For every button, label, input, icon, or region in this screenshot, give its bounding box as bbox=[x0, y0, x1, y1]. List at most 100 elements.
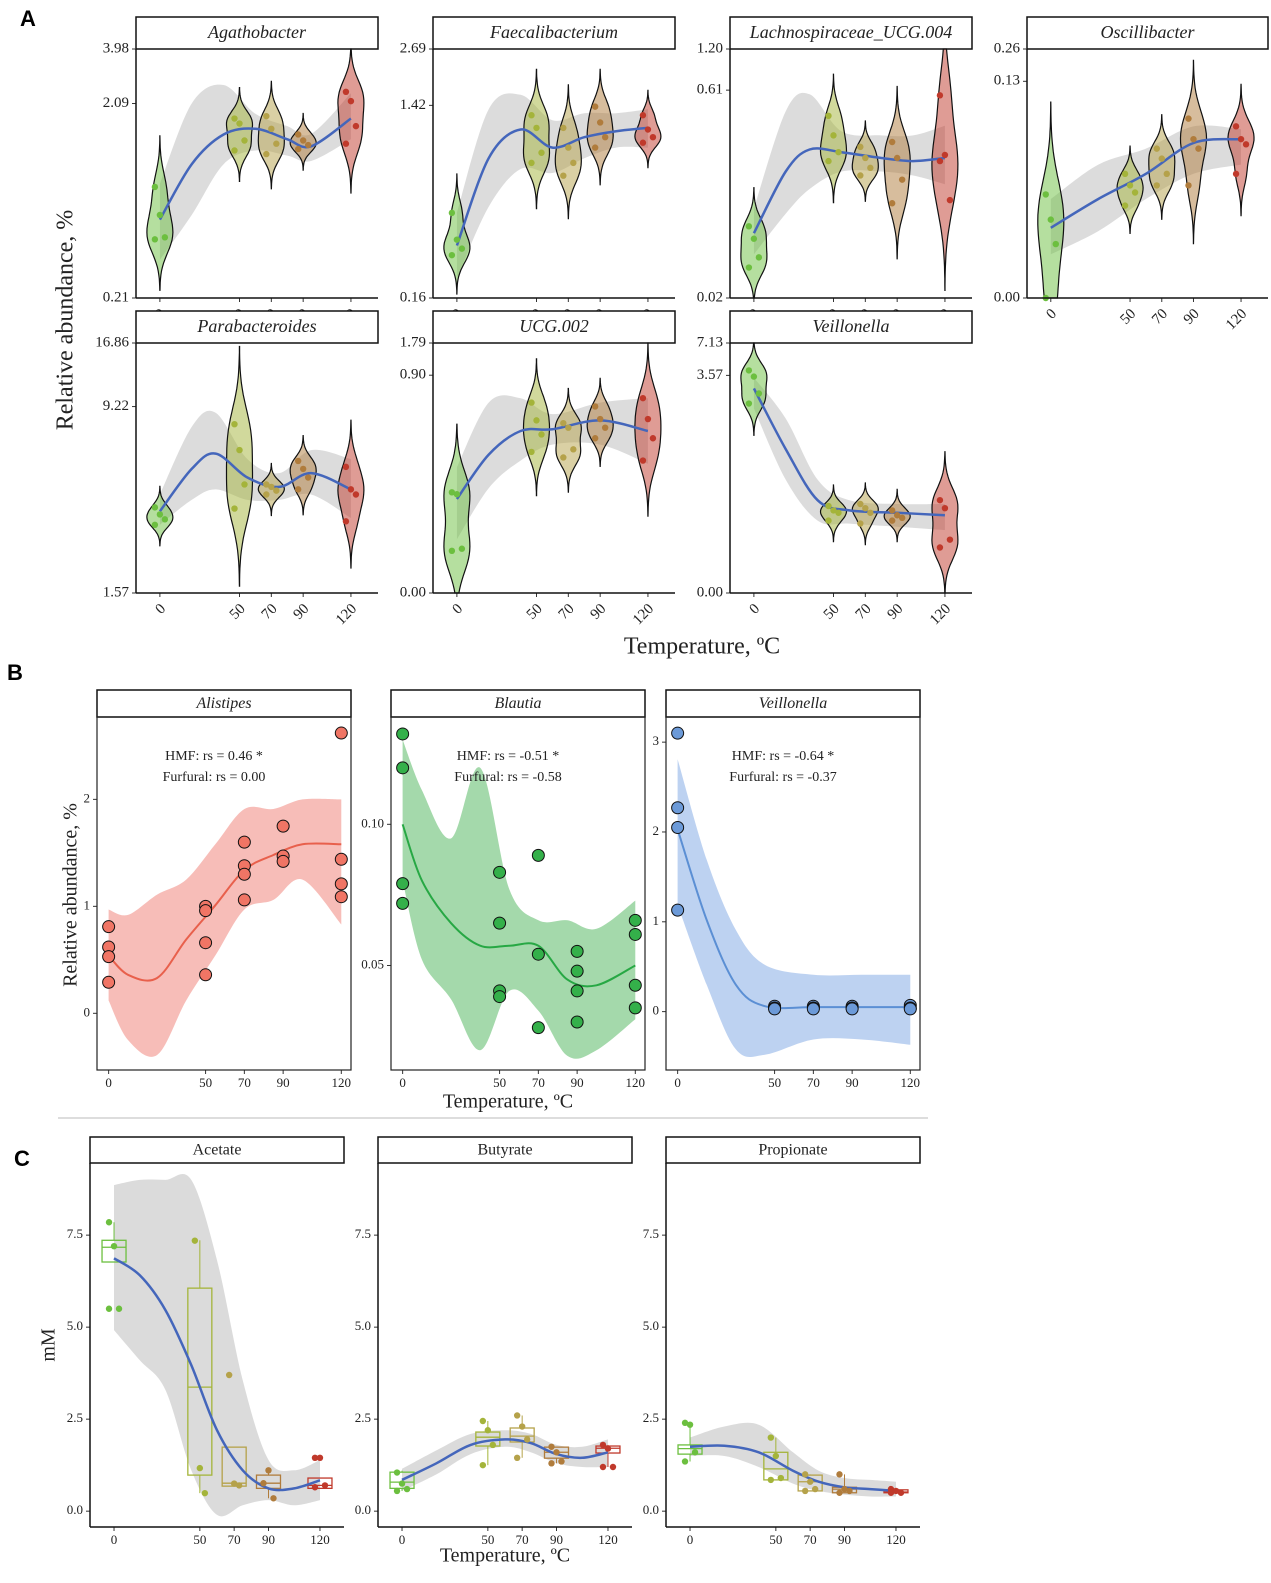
data-point bbox=[888, 138, 896, 146]
y-tick-label: 1 bbox=[84, 897, 91, 912]
data-point bbox=[1042, 191, 1049, 198]
strip bbox=[729, 16, 973, 50]
smooth-line bbox=[676, 828, 911, 1010]
data-point bbox=[857, 172, 864, 179]
data-point bbox=[591, 103, 599, 110]
data-point bbox=[1242, 141, 1250, 148]
violin bbox=[586, 377, 614, 467]
data-point bbox=[237, 867, 251, 881]
data-point bbox=[560, 419, 567, 427]
x-tick-label: 0 bbox=[399, 1532, 406, 1547]
data-point bbox=[596, 119, 604, 126]
annotation: HMF: rs = 0.46 * bbox=[165, 749, 263, 764]
data-point bbox=[846, 1487, 853, 1495]
y-tick-label: 3 bbox=[653, 733, 660, 748]
data-point bbox=[1052, 240, 1059, 248]
violin bbox=[1148, 114, 1176, 220]
confidence-ribbon bbox=[1050, 125, 1241, 255]
strip-title: Propionate bbox=[758, 1142, 827, 1159]
confidence-ribbon bbox=[114, 1173, 320, 1517]
data-point bbox=[825, 517, 832, 524]
data-point bbox=[1153, 182, 1160, 189]
data-point bbox=[236, 446, 243, 454]
data-point bbox=[825, 157, 832, 165]
y-tick-label: 0.13 bbox=[994, 73, 1020, 89]
strip bbox=[729, 310, 973, 344]
data-point bbox=[458, 545, 466, 552]
x-tick-label: 120 bbox=[630, 601, 657, 628]
data-point bbox=[639, 112, 647, 119]
data-point bbox=[887, 1489, 895, 1496]
data-point bbox=[191, 1237, 199, 1244]
strip-title: Veillonella bbox=[759, 695, 827, 712]
x-tick-label: 70 bbox=[516, 1532, 529, 1547]
smooth-line bbox=[455, 126, 649, 246]
data-point bbox=[898, 514, 906, 522]
x-tick-label: 0 bbox=[111, 1532, 118, 1547]
data-point bbox=[347, 486, 355, 493]
y-tick-label: 0.00 bbox=[400, 584, 426, 600]
y-tick-label: 1.57 bbox=[103, 584, 130, 600]
x-tick-label: 0 bbox=[747, 601, 764, 618]
violin bbox=[634, 342, 662, 517]
violin bbox=[931, 48, 959, 291]
x-axis-label: Temperature, ºC bbox=[443, 1091, 573, 1113]
confidence-ribbon bbox=[159, 84, 351, 260]
panel-letter: B bbox=[7, 660, 23, 685]
data-point bbox=[237, 835, 251, 849]
data-point bbox=[801, 1471, 809, 1478]
data-point bbox=[448, 489, 456, 496]
subplot: Propionate 0.0 2.5 5.0 7.5 0 50 70 90 120 bbox=[643, 1136, 921, 1547]
x-tick-label: 70 bbox=[556, 601, 578, 623]
data-point bbox=[231, 420, 238, 428]
x-tick-label: 120 bbox=[901, 1075, 921, 1090]
violin bbox=[931, 451, 959, 594]
data-point bbox=[156, 511, 164, 518]
data-point bbox=[489, 1441, 497, 1449]
confidence-ribbon bbox=[677, 759, 911, 1058]
data-point bbox=[265, 1467, 272, 1474]
data-point bbox=[806, 1478, 814, 1485]
data-point bbox=[396, 877, 410, 891]
y-tick-label: 0.21 bbox=[103, 289, 129, 305]
data-point bbox=[892, 1487, 900, 1495]
data-point bbox=[161, 234, 169, 241]
x-tick-label: 90 bbox=[846, 1075, 859, 1090]
data-point bbox=[941, 504, 949, 512]
data-point bbox=[745, 400, 753, 407]
data-point bbox=[649, 435, 657, 442]
plot-frame bbox=[665, 716, 921, 1071]
box bbox=[187, 1287, 213, 1476]
data-point bbox=[396, 727, 410, 741]
data-point bbox=[201, 1489, 209, 1497]
y-tick-label: 2 bbox=[653, 823, 660, 838]
subplot: UCG.002 0.00 0.90 1.79 0 50 70 90 120 bbox=[400, 310, 676, 628]
data-point bbox=[531, 1021, 545, 1035]
data-point bbox=[558, 1458, 565, 1465]
data-point bbox=[565, 424, 572, 431]
y-tick-label: 1.79 bbox=[400, 334, 426, 350]
data-point bbox=[767, 1434, 775, 1441]
data-point bbox=[231, 147, 238, 154]
data-point bbox=[599, 1441, 607, 1449]
subplot: Parabacteroides 1.57 9.22 16.86 0 50 70 90 120 bbox=[95, 310, 379, 628]
smooth-line bbox=[113, 1257, 321, 1492]
x-tick-label: 50 bbox=[769, 1532, 782, 1547]
data-point bbox=[898, 176, 906, 183]
data-point bbox=[538, 149, 545, 156]
data-point bbox=[867, 509, 874, 516]
plot-frame bbox=[390, 716, 646, 1071]
x-tick-label: 0 bbox=[674, 1075, 681, 1090]
data-point bbox=[448, 251, 456, 259]
data-point bbox=[294, 131, 302, 138]
x-tick-label: 120 bbox=[886, 1532, 906, 1547]
data-point bbox=[570, 1015, 584, 1029]
data-point bbox=[777, 1474, 785, 1482]
data-point bbox=[671, 801, 685, 815]
box bbox=[307, 1477, 333, 1490]
violin bbox=[554, 387, 582, 493]
y-tick-label: 0 bbox=[84, 1004, 91, 1019]
violin bbox=[586, 68, 614, 186]
data-point bbox=[893, 154, 901, 162]
